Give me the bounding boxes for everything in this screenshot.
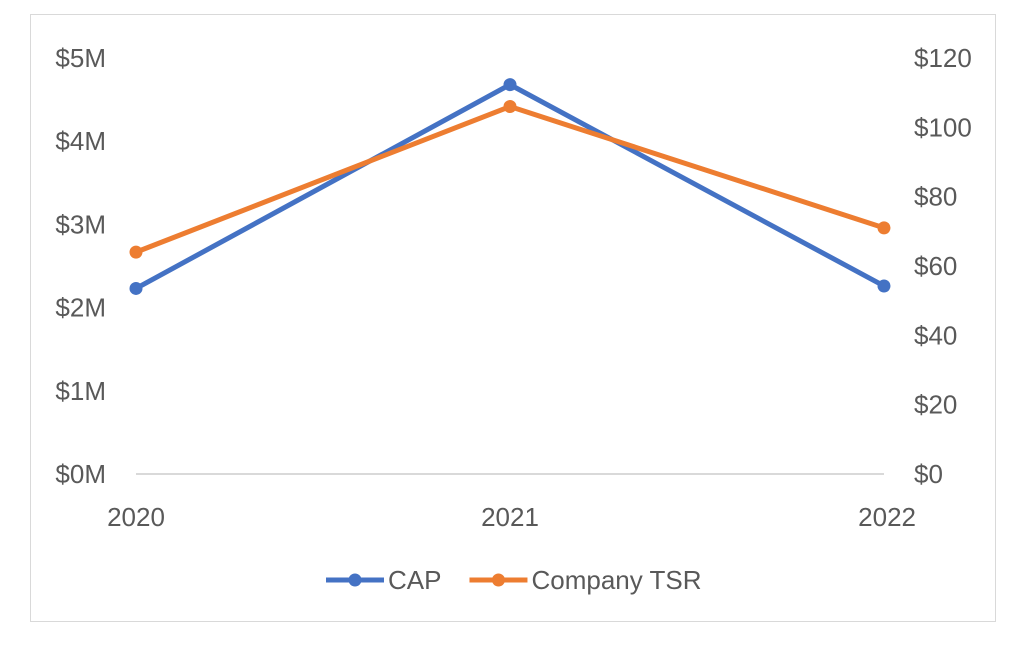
legend-label-company-tsr: Company TSR bbox=[531, 565, 701, 595]
chart-frame bbox=[30, 14, 996, 622]
left-y-tick-label: $4M bbox=[55, 126, 106, 156]
left-y-tick-label: $3M bbox=[55, 209, 106, 239]
data-point-company-tsr bbox=[129, 245, 143, 259]
x-tick-label: 2022 bbox=[858, 502, 916, 532]
right-y-tick-label: $0 bbox=[914, 459, 943, 489]
right-y-tick-label: $120 bbox=[914, 43, 972, 73]
data-point-company-tsr bbox=[503, 100, 517, 114]
legend-label-cap: CAP bbox=[388, 565, 441, 595]
right-y-tick-label: $60 bbox=[914, 251, 957, 281]
series-line-cap bbox=[133, 82, 887, 291]
data-point-company-tsr bbox=[877, 221, 891, 235]
right-y-tick-label: $100 bbox=[914, 112, 972, 142]
x-tick-label: 2021 bbox=[481, 502, 539, 532]
right-y-tick-label: $80 bbox=[914, 182, 957, 212]
data-point-cap bbox=[503, 78, 517, 92]
legend: CAP Company TSR bbox=[326, 565, 702, 595]
left-y-tick-label: $2M bbox=[55, 293, 106, 323]
series-line-company-tsr bbox=[133, 104, 887, 255]
series-layer bbox=[129, 78, 891, 295]
right-y-axis: $0 $20 $40 $60 $80 $100 $120 bbox=[914, 43, 972, 489]
left-y-tick-label: $0M bbox=[55, 459, 106, 489]
legend-marker-company-tsr bbox=[491, 573, 505, 587]
left-y-tick-label: $1M bbox=[55, 376, 106, 406]
left-y-axis: $0M $1M $2M $3M $4M $5M bbox=[55, 43, 106, 489]
right-y-tick-label: $20 bbox=[914, 390, 957, 420]
legend-marker-cap bbox=[348, 573, 362, 587]
left-y-tick-label: $5M bbox=[55, 43, 106, 73]
x-tick-label: 2020 bbox=[107, 502, 165, 532]
x-axis: 2020 2021 2022 bbox=[107, 502, 916, 532]
data-point-cap bbox=[877, 279, 891, 293]
data-point-cap bbox=[129, 281, 143, 295]
right-y-tick-label: $40 bbox=[914, 320, 957, 350]
